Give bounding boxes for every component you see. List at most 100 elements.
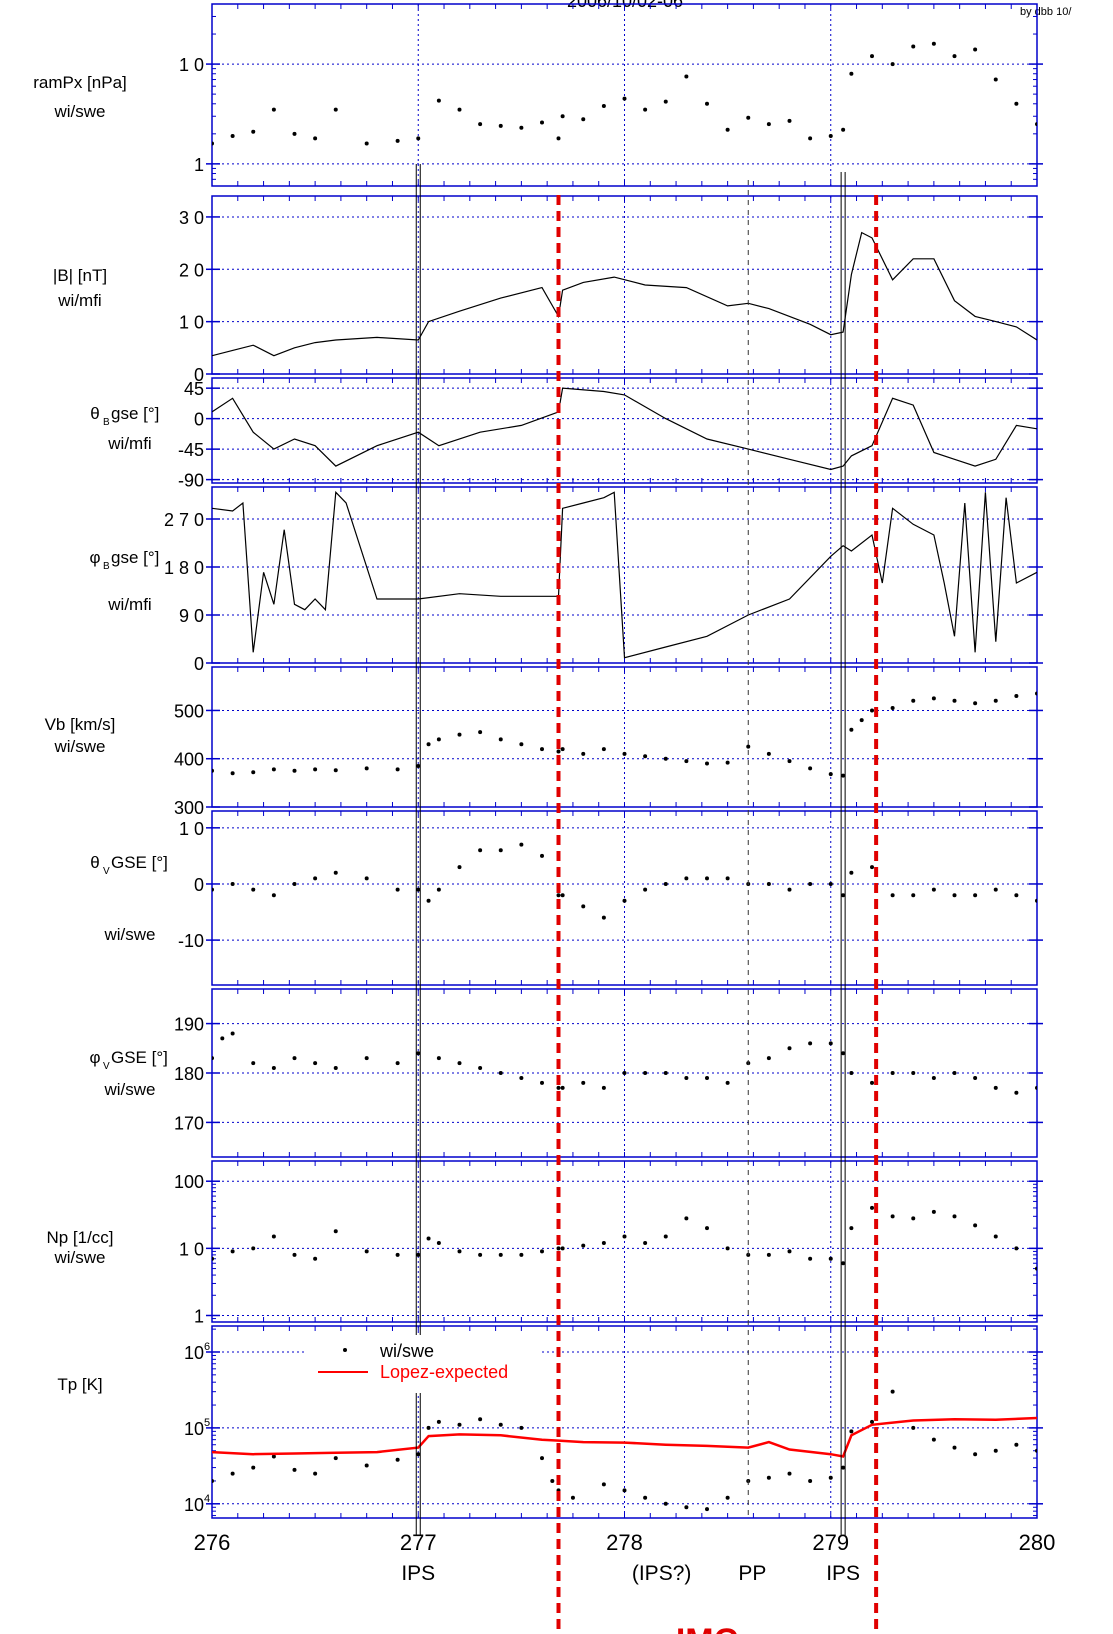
data-point <box>725 760 730 765</box>
data-point <box>828 881 833 886</box>
data-point <box>890 1071 895 1075</box>
data-point <box>766 1252 771 1257</box>
data-point <box>478 122 483 127</box>
y-axis-symbol: φ <box>89 1048 100 1067</box>
data-point <box>581 1243 586 1248</box>
data-point <box>364 1249 369 1254</box>
data-point <box>890 893 895 898</box>
data-point <box>705 1507 709 1512</box>
data-point <box>643 887 648 892</box>
data-point <box>560 893 565 898</box>
event-label: IPS <box>401 1562 435 1585</box>
data-point <box>601 1085 606 1090</box>
y-tick-label: 500 <box>174 701 204 721</box>
data-point <box>841 1465 846 1470</box>
data-point <box>705 101 709 106</box>
x-tick-label: 277 <box>400 1530 437 1555</box>
data-point <box>931 696 936 701</box>
data-point <box>663 881 668 886</box>
data-point <box>931 1075 936 1080</box>
data-point <box>436 1419 441 1424</box>
x-tick-label: 276 <box>194 1530 231 1555</box>
data-point <box>870 1205 874 1210</box>
data-point <box>870 1080 874 1085</box>
data-point <box>230 1249 235 1254</box>
data-point <box>684 1505 689 1510</box>
data-point <box>1035 691 1037 696</box>
data-point <box>828 772 833 777</box>
y-axis-symbol: φ <box>89 548 100 567</box>
data-point <box>870 54 874 59</box>
panel-data <box>212 1205 1037 1271</box>
data-point <box>787 1471 792 1476</box>
data-point <box>457 1061 462 1066</box>
y-tick-label: 1 0 <box>179 819 204 839</box>
data-point <box>808 136 813 141</box>
data-point <box>581 751 586 756</box>
data-point <box>973 1452 978 1457</box>
data-point <box>766 1056 771 1061</box>
y-axis-symbol: θ <box>90 853 99 872</box>
event-label: IPS <box>826 1562 860 1585</box>
x-tick-label: 279 <box>812 1530 849 1555</box>
y-axis-label: Vb [km/s] <box>45 715 116 734</box>
data-point <box>436 737 441 742</box>
y-tick-label: 2 0 <box>179 260 204 280</box>
data-point <box>684 759 689 764</box>
data-point <box>684 1216 689 1221</box>
data-point <box>540 120 544 125</box>
data-point <box>911 1216 916 1221</box>
data-point <box>230 881 235 886</box>
data-point <box>364 141 369 146</box>
data-point <box>622 898 627 903</box>
data-point <box>911 44 916 49</box>
data-point <box>993 1085 998 1090</box>
data-point <box>416 136 421 141</box>
data-point <box>395 887 400 892</box>
data-point <box>1035 1448 1037 1453</box>
data-point <box>766 1475 771 1480</box>
data-point <box>292 1252 297 1257</box>
y-axis-symbol: θ <box>90 404 99 423</box>
data-point <box>560 1246 565 1251</box>
x-tick-label: 278 <box>606 1530 643 1555</box>
y-axis-label: Tp [K] <box>57 1375 102 1394</box>
data-point <box>766 122 771 127</box>
data-point <box>787 1249 792 1254</box>
data-point <box>993 1234 998 1239</box>
y-axis-source: wi/swe <box>103 925 155 944</box>
data-point <box>478 848 483 853</box>
data-point <box>271 1454 276 1459</box>
panel-6: 170 180 190 φ V GSE [°] wi/swe <box>89 988 1043 1158</box>
y-axis-source: wi/mfi <box>57 291 101 310</box>
data-point <box>560 747 565 752</box>
data-point <box>556 136 561 141</box>
data-point <box>212 887 214 892</box>
data-point <box>292 1056 297 1061</box>
data-point <box>973 1075 978 1080</box>
data-point <box>271 767 276 772</box>
data-point <box>890 1214 895 1219</box>
data-point <box>251 129 256 134</box>
data-point <box>643 1071 648 1075</box>
data-point <box>395 1061 400 1066</box>
data-point <box>436 1056 441 1061</box>
data-point <box>581 117 586 122</box>
data-point <box>540 1456 544 1461</box>
data-point <box>663 1501 668 1506</box>
data-point <box>550 1478 555 1483</box>
panel-5: -10 0 1 0 θ V GSE [°] wi/swe <box>90 810 1043 986</box>
y-tick-label: 400 <box>174 750 204 770</box>
data-point <box>952 54 957 59</box>
y-axis-source: wi/mfi <box>107 434 151 453</box>
event-markers-layer <box>415 164 879 1634</box>
series-line <box>212 490 1037 659</box>
y-axis-subscript: V <box>103 1061 110 1072</box>
y-tick-label: 1 <box>194 155 204 175</box>
data-point <box>931 41 936 46</box>
data-point <box>1014 101 1019 106</box>
data-point <box>643 1495 648 1500</box>
